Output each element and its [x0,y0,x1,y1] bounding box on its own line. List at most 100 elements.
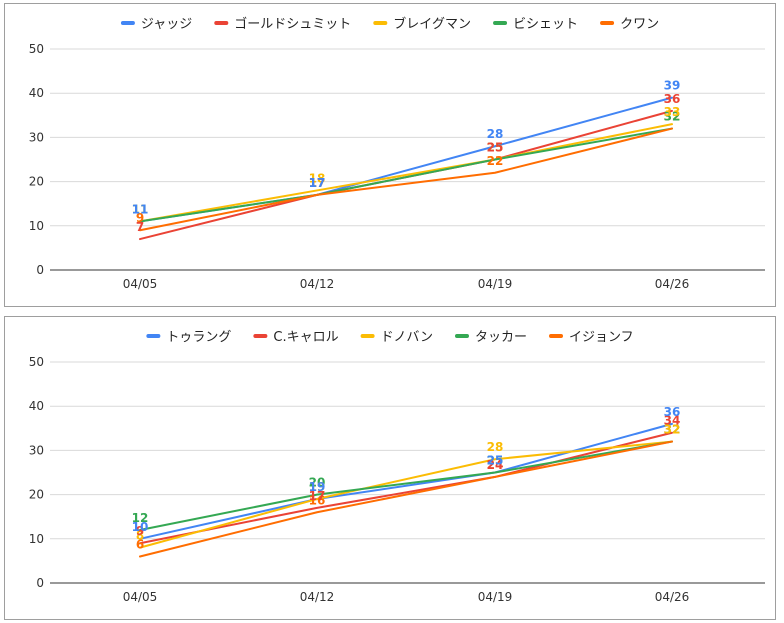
data-label: 19 [309,480,326,494]
legend-swatch [253,334,268,338]
series-line [139,422,673,540]
x-tick-label: 04/12 [300,590,335,604]
legend-label: ゴールドシュミット [234,16,351,32]
data-label: 33 [664,105,681,119]
legend-item: イジョンフ [549,330,634,345]
y-tick-label: 10 [29,219,44,233]
y-tick-label: 40 [29,86,44,100]
data-label: 36 [664,92,681,106]
data-label: 32 [664,423,681,437]
legend-item: ドノバン [360,330,433,345]
legend-swatch [373,21,388,25]
data-label: 8 [136,529,144,543]
legend-swatch [120,21,135,25]
y-tick-label: 20 [29,488,44,502]
legend-swatch [600,21,615,25]
data-label: 25 [487,141,504,155]
data-label: 28 [487,127,504,141]
legend-item: C.キャロル [253,330,339,345]
series-line [139,440,673,549]
legend-label: クワン [620,17,659,32]
data-label: 25 [487,141,504,155]
y-tick-label: 0 [36,576,44,590]
data-label: 17 [309,176,326,190]
legend-item: ビシェット [493,17,578,32]
data-label: 9 [136,211,144,225]
legend-label: ドノバン [381,330,433,345]
data-label: 7 [136,220,144,234]
legend-label: ビシェット [513,17,578,32]
data-label: 9 [136,524,144,538]
data-label: 32 [664,423,681,437]
data-label: 16 [309,493,326,507]
x-tick-label: 04/19 [478,277,513,291]
data-label: 34 [664,414,681,428]
legend-swatch [454,334,469,338]
data-label: 17 [309,176,326,190]
legend-item: ゴールドシュミット [214,16,351,32]
legend-swatch [360,334,375,338]
data-label: 19 [309,480,326,494]
legend-swatch [549,334,564,338]
series-line [139,127,673,232]
data-label: 12 [132,511,149,525]
data-label: 25 [487,454,504,468]
legend-swatch [146,334,161,338]
y-tick-label: 0 [36,263,44,277]
x-tick-label: 04/05 [123,590,158,604]
x-tick-label: 04/26 [655,277,690,291]
legend-item: トゥラング [146,330,231,345]
data-label: 39 [664,79,681,93]
series-line [139,440,673,531]
legend-item: ジャッジ [120,17,192,32]
data-label: 10 [132,520,149,534]
data-label: 32 [664,423,681,437]
legend-item: クワン [600,17,659,32]
y-tick-label: 50 [29,42,44,56]
data-label: 32 [664,110,681,124]
series-line [139,440,673,558]
line-chart-2: 0 10 20 30 40 50 04/05 04/12 04/19 04/26 トゥラング C.キャ… [29,330,765,604]
chart-panel-1: 0 10 20 30 40 50 04/05 04/12 04/19 04/26 ジャッジ ゴールドシ… [4,3,776,307]
series-line [139,123,673,223]
legend: トゥラング C.キャロル ドノバン タッカー イジョンフ [146,330,634,345]
legend-swatch [214,21,229,25]
data-label: 24 [487,458,504,472]
data-label: 17 [309,176,326,190]
y-tick-label: 40 [29,399,44,413]
data-label: 6 [136,537,144,551]
data-label: 17 [309,489,326,503]
series-line [139,96,673,223]
data-label: 24 [487,458,504,472]
data-label: 11 [132,202,149,216]
legend-label: ジャッジ [141,17,192,32]
legend-swatch [493,21,508,25]
legend-label: ブレイグマン [393,16,471,32]
y-tick-label: 30 [29,443,44,457]
x-tick-label: 04/05 [123,277,158,291]
y-tick-label: 50 [29,355,44,369]
data-label: 32 [664,110,681,124]
data-label: 25 [487,454,504,468]
legend: ジャッジ ゴールドシュミット ブレイグマン ビシェット クワン [120,16,659,32]
data-label: 11 [132,202,149,216]
data-label: 28 [487,440,504,454]
line-chart-1: 0 10 20 30 40 50 04/05 04/12 04/19 04/26 ジャッジ ゴールドシ… [29,16,765,291]
legend-item: タッカー [454,330,527,345]
data-label: 36 [664,405,681,419]
legend-label: イジョンフ [569,330,634,345]
x-tick-label: 04/26 [655,590,690,604]
data-label: 25 [487,141,504,155]
x-tick-label: 04/12 [300,277,335,291]
data-label: 11 [132,202,149,216]
chart-panel-2: 0 10 20 30 40 50 04/05 04/12 04/19 04/26 トゥラング C.キャ… [4,316,776,620]
data-label: 20 [309,476,326,490]
data-label: 18 [309,171,326,185]
y-tick-label: 30 [29,130,44,144]
data-label: 22 [487,154,504,168]
data-label: 17 [309,176,326,190]
series-line [139,431,673,545]
y-tick-label: 10 [29,532,44,546]
y-tick-label: 20 [29,175,44,189]
series-line [139,127,673,223]
